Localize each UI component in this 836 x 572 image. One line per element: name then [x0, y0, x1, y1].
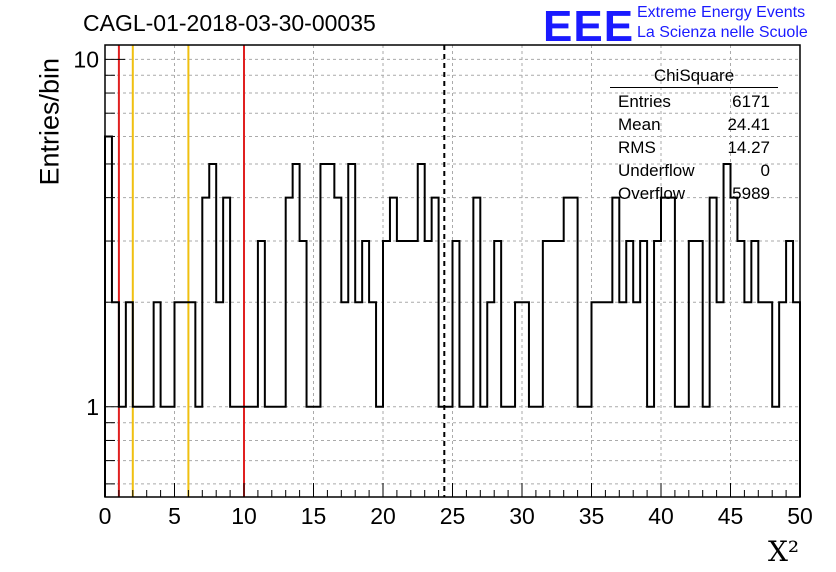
logo-line-1: Extreme Energy Events	[637, 4, 806, 21]
x-tick-label: 25	[440, 503, 466, 529]
x-tick-label: 10	[231, 503, 257, 529]
stats-row-mean: Mean 24.41	[618, 115, 770, 134]
stats-row-rms: RMS 14.27	[618, 138, 770, 157]
eee-logo: EEE	[543, 2, 635, 51]
x-tick-label: 5	[168, 503, 181, 529]
y-axis-label: Entries/bin	[34, 57, 65, 186]
x-tick-label: 0	[99, 503, 112, 529]
stats-box: ChiSquare Entries 6171 Mean 24.41 RMS 14.27…	[610, 66, 778, 205]
x-tick-label: 45	[718, 503, 744, 529]
x-tick-label: 20	[370, 503, 396, 529]
y-tick-label: 10	[73, 46, 99, 72]
x-tick-label: 40	[648, 503, 674, 529]
y-tick-label: 1	[86, 394, 99, 420]
x-axis-label: X²	[768, 535, 800, 568]
stats-row-entries: Entries 6171	[618, 92, 770, 111]
stats-title: ChiSquare	[610, 66, 778, 88]
x-tick-label: 50	[787, 503, 813, 529]
histogram-series	[104, 135, 801, 497]
stats-row-overflow: Overflow 5989	[618, 184, 770, 203]
chart-title: CAGL-01-2018-03-30-00035	[83, 10, 376, 36]
logo-line-2: La Scienza nelle Scuole	[637, 24, 808, 41]
x-tick-label: 30	[509, 503, 535, 529]
stats-row-underflow: Underflow 0	[618, 161, 770, 180]
x-tick-label: 35	[579, 503, 605, 529]
x-tick-label: 15	[301, 503, 327, 529]
